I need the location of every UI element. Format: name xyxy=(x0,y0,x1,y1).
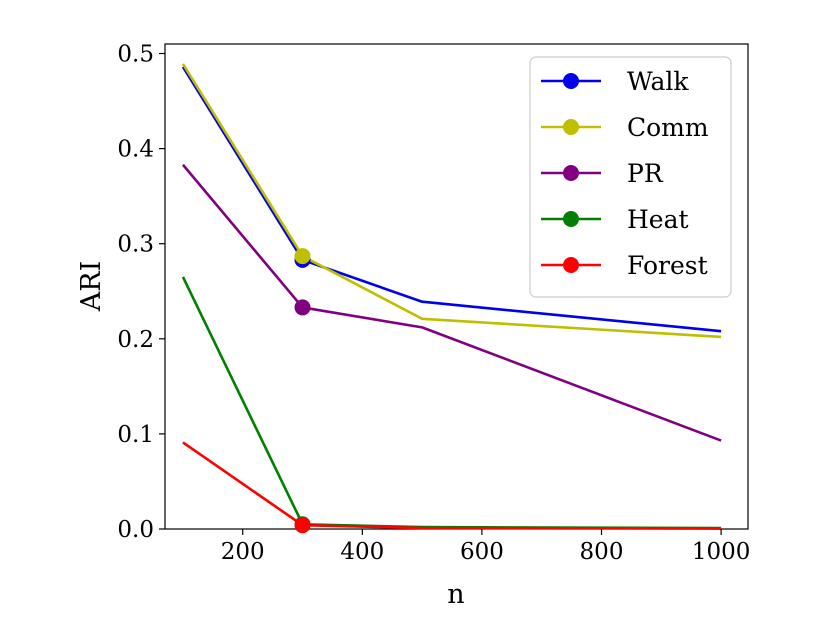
x-tick-label: 800 xyxy=(580,539,624,565)
series-marker-comm xyxy=(294,248,311,265)
legend-marker-heat xyxy=(563,211,579,227)
x-tick-label: 400 xyxy=(340,539,384,565)
series-group xyxy=(181,63,722,534)
x-axis-label: n xyxy=(447,579,464,610)
x-axis: 200 400 600 800 1000 xyxy=(221,529,751,565)
y-axis: 0.0 0.1 0.2 0.3 0.4 0.5 xyxy=(117,42,165,543)
legend-marker-pr xyxy=(563,165,579,181)
x-tick-label: 1000 xyxy=(692,539,751,565)
legend-marker-walk xyxy=(563,73,579,89)
y-tick-label: 0.4 xyxy=(117,137,154,163)
y-tick-label: 0.1 xyxy=(117,422,154,448)
series-line-walk xyxy=(181,66,722,333)
series-line-comm xyxy=(181,63,722,339)
y-tick-label: 0.3 xyxy=(117,232,154,258)
legend-box xyxy=(529,56,732,298)
legend-label-heat: Heat xyxy=(627,205,689,234)
legend-label-comm: Comm xyxy=(627,113,709,142)
x-tick-label: 200 xyxy=(221,539,265,565)
series-line-pr xyxy=(181,163,722,442)
series-marker-forest xyxy=(294,517,311,534)
y-axis-label: ARI xyxy=(76,261,107,313)
series-marker-pr xyxy=(294,299,311,316)
legend-label-walk: Walk xyxy=(627,67,689,96)
y-tick-label: 0.5 xyxy=(117,42,154,68)
x-tick-label: 600 xyxy=(460,539,504,565)
y-tick-label: 0.2 xyxy=(117,327,154,353)
legend-label-pr: PR xyxy=(627,159,664,188)
legend-marker-forest xyxy=(563,257,579,273)
y-tick-label: 0.0 xyxy=(117,517,154,543)
legend-marker-comm xyxy=(563,119,579,135)
legend: Walk Comm PR Heat Forest xyxy=(529,56,732,298)
series-line-forest xyxy=(182,441,722,530)
legend-label-forest: Forest xyxy=(627,251,708,280)
